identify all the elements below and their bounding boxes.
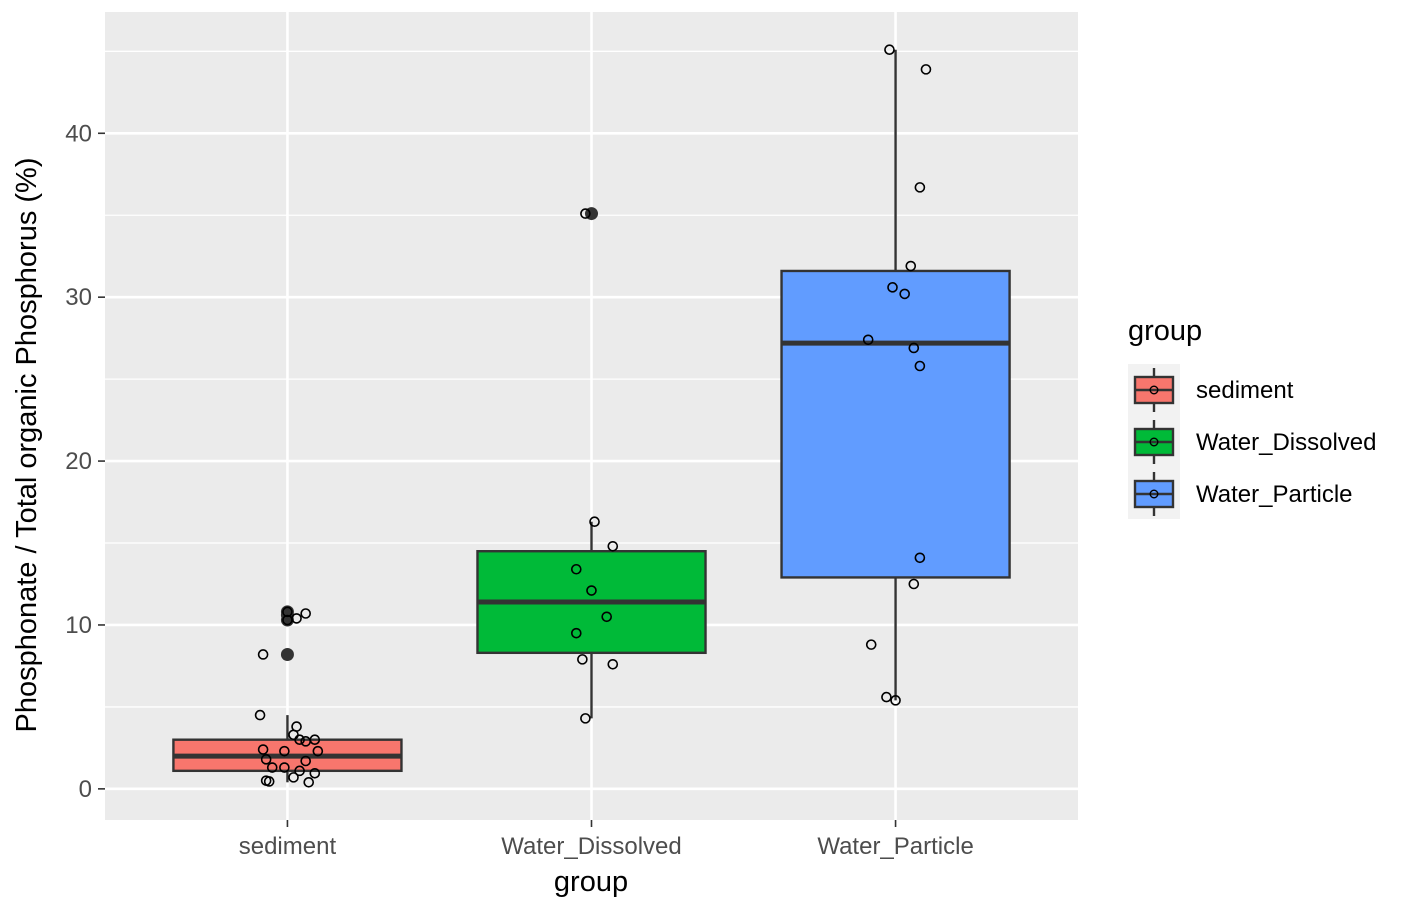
major-gridlines	[105, 12, 1078, 820]
data-point	[300, 755, 311, 767]
outlier-point	[280, 647, 294, 661]
data-point	[908, 578, 920, 590]
data-point	[309, 734, 321, 745]
data-point	[294, 734, 305, 745]
y-tick-label: 0	[79, 776, 92, 803]
point-layer	[254, 44, 932, 788]
data-point	[309, 767, 321, 779]
data-point	[312, 745, 324, 757]
data-point	[884, 44, 895, 55]
x-tick-label: sediment	[239, 833, 337, 860]
x-axis-title: group	[554, 866, 628, 898]
y-tick-label: 20	[65, 448, 92, 475]
data-point	[570, 627, 582, 639]
y-tick-label: 40	[65, 120, 92, 147]
data-point	[288, 772, 299, 783]
legend-point	[1149, 385, 1159, 395]
data-point	[586, 585, 597, 596]
legend-label: sediment	[1196, 377, 1294, 404]
data-point	[263, 776, 275, 787]
data-point	[577, 654, 588, 665]
data-point	[914, 360, 926, 372]
legend-label: Water_Particle	[1196, 481, 1353, 508]
y-tick-label: 30	[65, 284, 92, 311]
data-point	[899, 288, 910, 300]
data-point	[291, 613, 302, 624]
data-point	[279, 745, 290, 757]
data-point	[580, 713, 591, 724]
y-axis-title: Phosphonate / Total organic Phosphorus (…	[11, 158, 43, 733]
legend: group sediment Water_Dissolved Water_Parti…	[1128, 315, 1377, 519]
data-point	[570, 563, 582, 575]
box-Water_Particle	[780, 269, 1011, 579]
data-point	[279, 762, 290, 773]
legend-point	[1149, 437, 1159, 447]
y-axis: 0 10 20 30 40	[65, 120, 105, 803]
data-point	[254, 709, 266, 721]
data-point	[300, 608, 311, 619]
data-point	[607, 540, 619, 552]
data-point	[908, 342, 920, 354]
data-point	[887, 282, 898, 293]
data-point	[257, 744, 269, 755]
legend-label: Water_Dissolved	[1196, 429, 1377, 456]
x-axis: sediment Water_Dissolved Water_Particle	[239, 820, 974, 860]
data-point	[260, 754, 272, 765]
data-point	[920, 64, 932, 75]
legend-title: group	[1128, 315, 1202, 347]
data-point	[914, 552, 926, 564]
x-tick-label: Water_Particle	[817, 833, 974, 860]
data-point	[589, 516, 600, 528]
legend-point	[1149, 489, 1159, 499]
data-point	[266, 762, 278, 773]
data-point	[294, 765, 305, 777]
data-point	[607, 659, 619, 670]
data-point	[865, 639, 877, 650]
data-point	[905, 260, 917, 272]
data-point	[862, 334, 874, 346]
data-point	[881, 691, 892, 703]
data-point	[257, 649, 269, 660]
data-point	[580, 208, 591, 219]
data-point	[303, 777, 315, 788]
data-point	[890, 695, 901, 706]
y-tick-label: 10	[65, 612, 92, 639]
x-tick-label: Water_Dissolved	[501, 833, 682, 860]
data-point	[601, 611, 613, 623]
box-layer	[172, 49, 1011, 783]
data-point	[914, 182, 926, 193]
data-point	[282, 606, 293, 618]
